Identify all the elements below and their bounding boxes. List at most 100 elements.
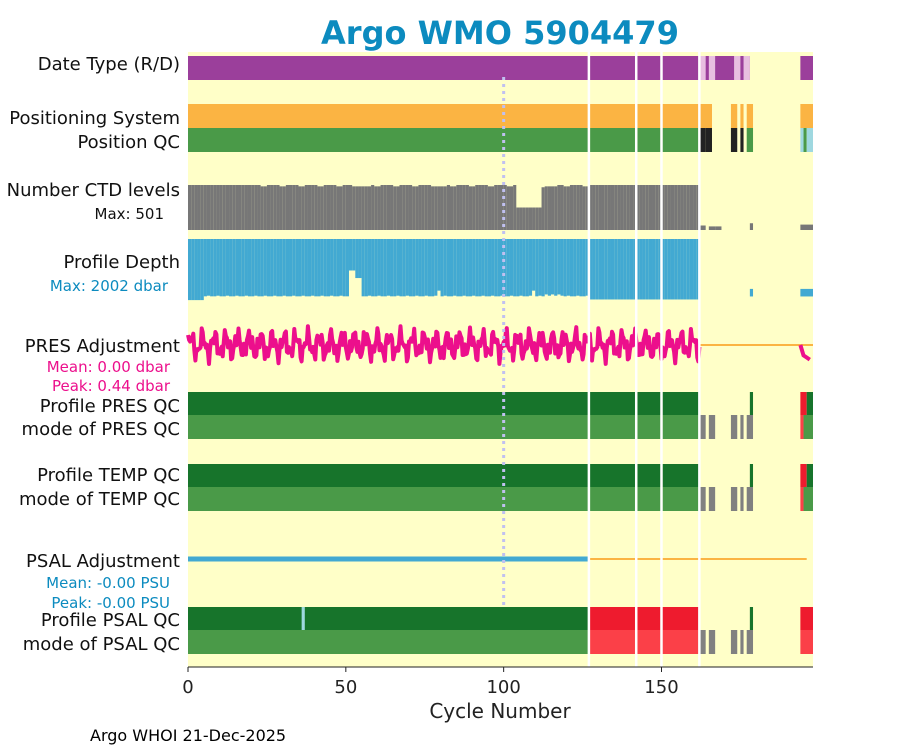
profile-depth-bar	[800, 288, 813, 297]
profile-depth-bar	[689, 239, 694, 300]
profile-depth-bar	[437, 239, 441, 291]
ctd-level-bar	[551, 186, 555, 230]
profile-depth-bar	[292, 239, 296, 296]
profile-depth-bar	[554, 239, 558, 296]
date-type-segment	[734, 56, 741, 80]
psal-mode-segment	[800, 630, 813, 654]
profile-depth-bar	[443, 239, 447, 296]
profile-depth-bar	[503, 239, 507, 297]
temp-mode-segment	[746, 487, 754, 511]
profile-depth-bar	[405, 239, 409, 296]
profile-depth-bar	[206, 239, 211, 296]
ctd-level-bar	[424, 185, 428, 230]
ctd-level-bar	[693, 185, 697, 230]
ctd-level-bar	[247, 185, 252, 230]
profile-depth-bar	[639, 239, 643, 300]
profile-depth-bar	[427, 239, 432, 297]
temp-qc-segment	[749, 464, 754, 487]
profile-depth-bar	[270, 239, 274, 297]
ctd-level-bar	[459, 185, 463, 230]
ctd-level-bar	[674, 185, 678, 230]
pres-qc-segment	[800, 392, 807, 415]
ctd-level-bar	[235, 185, 239, 230]
ctd-level-bar	[497, 185, 501, 230]
ctd-level-bar	[547, 186, 552, 230]
ctd-level-bar	[658, 185, 662, 230]
profile-depth-bar	[696, 239, 700, 300]
profile-depth-bar	[462, 239, 466, 296]
profile-depth-bar	[276, 239, 280, 297]
profile-depth-bar	[592, 239, 596, 300]
profile-depth-bar	[229, 239, 233, 297]
ctd-level-bar	[655, 185, 659, 230]
ctd-level-bar	[576, 185, 580, 230]
ctd-level-bar	[367, 186, 372, 230]
pres-mode-segment	[699, 415, 706, 439]
ctd-level-bar	[377, 186, 381, 230]
ctd-level-bar	[525, 207, 529, 230]
profile-depth-bar	[538, 239, 542, 296]
ctd-level-bar	[295, 185, 299, 230]
profile-depth-bar	[235, 239, 239, 296]
positioning-segment	[730, 104, 738, 128]
profile-depth-bar	[364, 239, 368, 297]
profile-depth-bar	[516, 239, 520, 297]
profile-depth-bar	[667, 239, 671, 300]
profile-depth-bar	[412, 239, 416, 297]
row-label: Profile PRES QC	[40, 396, 180, 417]
ctd-level-bar	[465, 185, 469, 230]
ctd-level-bar	[408, 185, 413, 230]
x-tick-label: 50	[334, 677, 357, 698]
pres-mode-segment	[746, 415, 754, 439]
position-qc-segment	[803, 128, 807, 152]
ctd-level-bar	[238, 185, 242, 230]
profile-depth-bar	[194, 239, 198, 301]
profile-depth-bar	[421, 239, 425, 297]
ctd-max-label: Max: 501	[95, 205, 164, 223]
ctd-level-bar	[554, 186, 558, 230]
ctd-level-bar	[254, 185, 258, 230]
profile-depth-bar	[355, 239, 359, 279]
psal-qc-segment	[749, 607, 754, 630]
profile-depth-bar	[415, 239, 419, 296]
profile-depth-bar	[263, 239, 267, 296]
profile-depth-bar	[289, 239, 293, 297]
ctd-level-bar	[191, 185, 195, 230]
ctd-level-bar	[402, 185, 406, 230]
row-label: Date Type (R/D)	[38, 54, 180, 75]
ctd-level-bar	[604, 185, 608, 230]
profile-depth-bar	[645, 239, 649, 300]
profile-depth-bar	[494, 239, 498, 297]
profile-depth-bar	[440, 239, 444, 297]
row-label: mode of PSAL QC	[23, 634, 180, 655]
profile-depth-bar	[525, 239, 529, 297]
profile-depth-bar	[244, 239, 248, 296]
psal-qc-segment	[800, 607, 813, 630]
ctd-level-bar	[588, 185, 593, 230]
profile-depth-bar	[655, 239, 659, 300]
row-label: mode of PRES QC	[22, 419, 180, 440]
profile-depth-bar	[478, 239, 482, 297]
profile-depth-bar	[481, 239, 485, 296]
ctd-level-bar	[472, 186, 476, 230]
ctd-level-bar	[374, 186, 378, 230]
ctd-level-bar	[301, 186, 305, 230]
profile-depth-bar	[219, 239, 223, 297]
profile-depth-bar	[371, 239, 375, 297]
date-type-segment	[699, 56, 706, 80]
profile-depth-bar	[241, 239, 245, 297]
profile-depth-bar	[222, 239, 226, 297]
profile-depth-bar	[203, 239, 207, 297]
ctd-level-bar	[661, 185, 665, 230]
profile-depth-bar	[626, 239, 630, 300]
ctd-level-bar	[352, 186, 356, 230]
ctd-level-bar	[330, 185, 334, 230]
ctd-level-bar	[478, 185, 482, 230]
ctd-level-bar	[336, 186, 340, 230]
ctd-level-bar	[503, 185, 507, 230]
profile-depth-bar	[623, 239, 627, 300]
position-qc-segment	[730, 128, 738, 152]
profile-depth-bar	[301, 239, 305, 296]
profile-depth-bar	[273, 239, 277, 296]
ctd-level-bar	[270, 185, 274, 230]
